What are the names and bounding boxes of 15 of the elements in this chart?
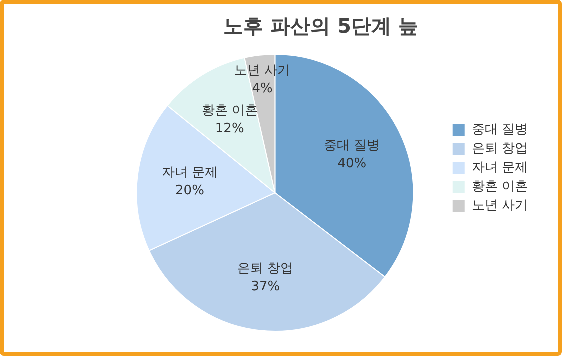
slice-label: 황혼 이혼 [202,103,258,118]
legend-label: 자녀 문제 [472,160,528,176]
legend-label: 황혼 이혼 [472,179,528,194]
data-label: 20% [176,184,204,199]
legend-label: 중대 질병 [472,122,528,138]
data-label: 4% [252,82,273,97]
chart-title: 노후 파산의 5단계 늪 [224,14,418,38]
slice-label: 자녀 문제 [162,166,218,181]
data-label: 37% [251,280,280,295]
data-label: 40% [338,156,367,172]
legend-label: 노년 사기 [472,198,528,214]
slice-label: 중대 질병 [324,138,380,154]
legend-label: 은퇴 창업 [472,141,528,156]
slice-label: 은퇴 창업 [238,262,294,277]
data-label: 12% [215,121,244,136]
